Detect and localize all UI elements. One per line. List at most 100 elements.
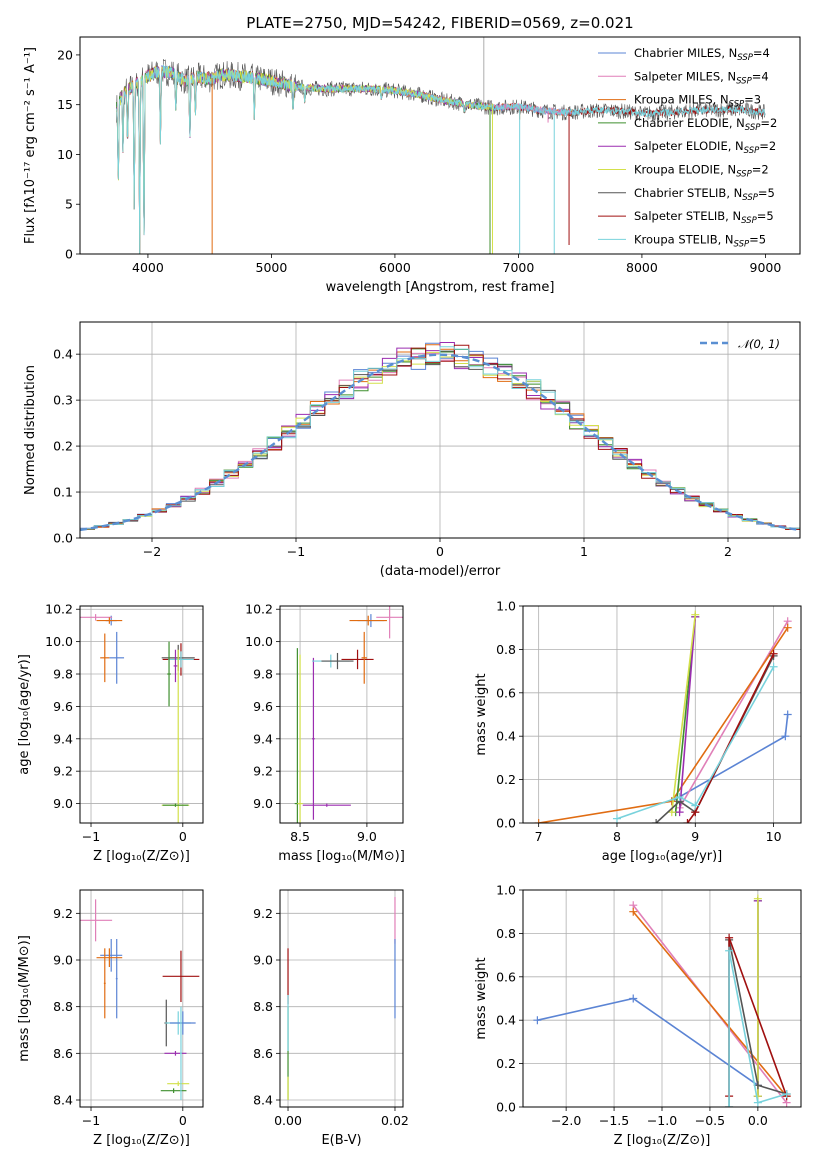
legend-entry: Salpeter ELODIE, NSSP=2	[634, 139, 776, 156]
weight-marker	[782, 1089, 791, 1098]
y-tick-label: 0.4	[496, 729, 516, 744]
x-tick-label: 4000	[132, 260, 164, 275]
y-tick-label: 5	[65, 197, 73, 212]
weight-marker	[725, 933, 734, 942]
weight-vs-age-plot-area	[534, 610, 792, 823]
mass-vs-z-axes: −1 0 8.4 8.6 8.8 9.0 9.2 Z [log₁₀(Z/Z⊙)] mass [l…	[17, 889, 204, 1148]
y-tick-label: 9.8	[53, 667, 73, 682]
y-tick-label: 9.6	[53, 699, 73, 714]
y-tick-label: 0.6	[496, 685, 516, 700]
weight-marker	[769, 662, 778, 671]
mass-vs-ebv-axes: 0.00 0.02 8.4 8.6 8.8 9.0 9.2 E(B-V)	[253, 889, 409, 1148]
x-tick-label: 0	[179, 1113, 187, 1128]
weight-series-line	[678, 620, 789, 809]
spectrum-line	[116, 64, 494, 254]
y-tick-label: 8.6	[53, 1046, 73, 1061]
spectrum-line	[116, 65, 494, 254]
x-tick-label: −1	[82, 829, 100, 844]
y-tick-label: 15	[57, 97, 73, 112]
weight-marker	[683, 819, 692, 823]
y-tick-label: 10.2	[45, 602, 73, 617]
y-tick-label: 9.2	[53, 764, 73, 779]
weight-vs-age-axes: 7 8 9 10 0.0 0.2 0.4 0.6 0.8 1.0 age [log₁₀(age/yr…	[474, 599, 802, 864]
chart-title: PLATE=2750, MJD=54242, FIBERID=0569, z=0…	[246, 14, 633, 32]
weight-series-line	[678, 616, 697, 813]
x-tick-label: 1	[580, 544, 588, 559]
y-tick-label: 0.4	[53, 347, 73, 362]
weight-vs-z-frame	[522, 889, 802, 1108]
spectrum-frame	[79, 36, 801, 255]
x-tick-label: 0	[436, 544, 444, 559]
legend-entry: 𝒩(0, 1)	[738, 337, 780, 351]
histogram-frame	[79, 321, 801, 539]
y-tick-label: 9.0	[53, 796, 73, 811]
weight-series-line	[671, 714, 789, 802]
legend-entry: Chabrier ELODIE, NSSP=2	[634, 116, 777, 133]
spectrum-line	[116, 59, 766, 254]
histogram-xlabel: (data-model)/error	[380, 564, 501, 579]
y-tick-label: 8.6	[253, 1046, 273, 1061]
y-tick-label: 9.2	[53, 906, 73, 921]
y-tick-label: 0.4	[496, 1013, 516, 1028]
spectrum-plot-area	[116, 37, 766, 254]
weight-marker	[629, 994, 638, 1003]
normal-reference-curve	[80, 353, 800, 532]
x-tick-label: 9000	[750, 260, 782, 275]
age-vs-z-xlabel: Z [log₁₀(Z/Z⊙)]	[93, 849, 190, 864]
x-tick-label: 8.5	[290, 829, 310, 844]
age-vs-mass-frame	[279, 605, 404, 824]
mass-vs-ebv-xlabel: E(B-V)	[321, 1133, 361, 1148]
spectrum-line	[116, 65, 575, 254]
x-tick-label: −2	[143, 544, 161, 559]
x-tick-label: 0	[179, 829, 187, 844]
y-tick-label: 9.2	[253, 764, 273, 779]
y-tick-label: 10	[57, 147, 73, 162]
y-tick-label: 0.6	[496, 969, 516, 984]
weight-vs-age-ylabel: mass weight	[474, 673, 489, 755]
y-tick-label: 0.3	[53, 393, 73, 408]
weight-marker	[652, 819, 661, 823]
x-tick-label: −1	[287, 544, 305, 559]
x-tick-label: 9.0	[357, 829, 377, 844]
weight-marker	[629, 907, 638, 916]
weight-vs-z-ylabel: mass weight	[474, 957, 489, 1039]
y-tick-label: 9.8	[253, 667, 273, 682]
y-tick-label: 9.4	[53, 731, 73, 746]
mass-vs-z-plot-area	[80, 899, 200, 1100]
x-tick-label: 5000	[256, 260, 288, 275]
y-tick-label: 0.8	[496, 642, 516, 657]
x-tick-label: −1	[82, 1113, 100, 1128]
x-tick-label: 0.00	[274, 1113, 302, 1128]
x-tick-label: −0.5	[695, 1113, 725, 1128]
age-vs-mass-xlabel: mass [log₁₀(M/M⊙)]	[278, 849, 405, 864]
legend-entry: Chabrier STELIB, NSSP=5	[634, 186, 775, 203]
age-vs-z-plot-area	[80, 614, 200, 823]
legend-entry: Kroupa MILES, NSSP=3	[634, 93, 761, 110]
weight-marker	[725, 1103, 734, 1107]
histogram-axes: −2 −1 0 1 2 0.0 0.1 0.2 0.3 0.4 (data-model)/error…	[23, 321, 801, 579]
x-tick-label: 7	[535, 829, 543, 844]
histogram-ylabel: Normed distribution	[23, 365, 38, 495]
x-tick-label: −1.5	[599, 1113, 629, 1128]
x-tick-label: −1.0	[647, 1113, 677, 1128]
spectrum-line	[116, 64, 766, 254]
y-tick-label: 1.0	[496, 883, 516, 898]
x-tick-label: 6000	[379, 260, 411, 275]
y-tick-label: 1.0	[496, 599, 516, 614]
y-tick-label: 9.6	[253, 699, 273, 714]
weight-vs-z-plot-area	[533, 894, 791, 1107]
x-tick-label: 8000	[626, 260, 658, 275]
legend-entry: Salpeter STELIB, NSSP=5	[634, 209, 774, 226]
x-tick-label: −2.0	[551, 1113, 581, 1128]
mass-vs-ebv-plot-area	[287, 897, 396, 1100]
weight-marker	[691, 610, 700, 619]
y-tick-label: 10.0	[245, 634, 273, 649]
x-tick-label: 9	[691, 829, 699, 844]
y-tick-label: 0	[65, 247, 73, 262]
legend-entry: Kroupa ELODIE, NSSP=2	[634, 163, 769, 180]
x-tick-label: 2	[724, 544, 732, 559]
spectrum-line	[116, 65, 575, 254]
x-tick-label: 0.0	[748, 1113, 768, 1128]
weight-marker	[675, 792, 684, 801]
weight-marker	[781, 732, 790, 741]
